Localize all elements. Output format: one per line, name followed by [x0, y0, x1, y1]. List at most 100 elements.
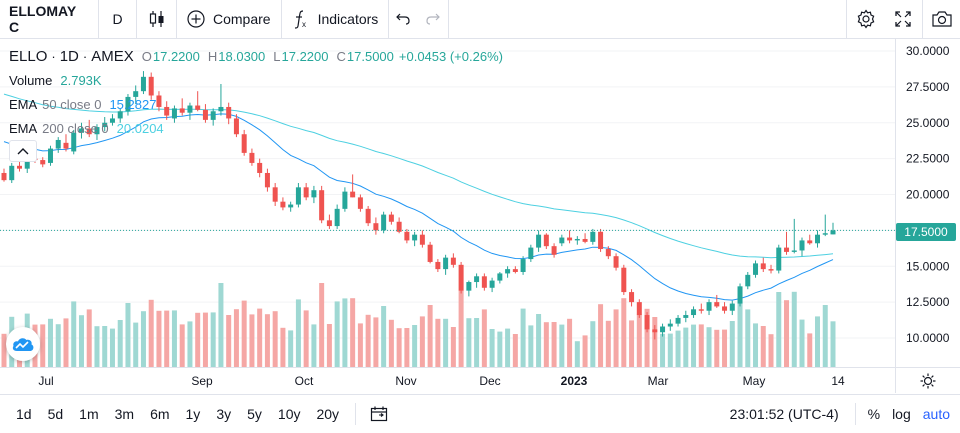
volume-bar	[373, 317, 379, 367]
range-button-3m[interactable]: 3m	[114, 406, 135, 422]
legend-ema200[interactable]: EMA 200 close 0 20.0204	[9, 117, 503, 141]
volume-bar	[381, 306, 387, 367]
price-tick-label: 30.0000	[906, 44, 950, 58]
volume-bar	[295, 299, 301, 367]
candle-body	[481, 276, 487, 288]
ema200-line	[3, 93, 834, 259]
close-value: 17.5000	[346, 49, 394, 64]
chart-style-button[interactable]	[137, 0, 177, 38]
price-axis[interactable]: 30.0000 27.5000 25.0000 22.5000 20.0000 15.00…	[906, 44, 950, 345]
candle-body	[667, 323, 673, 327]
candle-body	[156, 95, 162, 107]
range-button-3y[interactable]: 3y	[216, 406, 232, 422]
volume-bar	[629, 320, 635, 367]
symbol-search-button[interactable]: ELLOMAY C	[0, 0, 99, 38]
candle-body	[466, 282, 472, 291]
percent-toggle[interactable]: %	[867, 406, 881, 422]
candle-body	[698, 309, 704, 311]
candle-body	[799, 240, 805, 251]
range-button-20y[interactable]: 20y	[316, 406, 340, 422]
candle-body	[675, 317, 681, 324]
volume-bar	[536, 314, 542, 367]
axis-settings-button[interactable]	[895, 367, 960, 393]
range-button-1d[interactable]: 1d	[16, 406, 32, 422]
redo-button[interactable]	[417, 0, 450, 38]
gear-icon	[857, 9, 874, 29]
candle-body	[559, 237, 565, 244]
interval-label: D	[112, 11, 123, 27]
legend-volume[interactable]: Volume 2.793K	[9, 69, 503, 93]
volume-bar	[450, 327, 456, 367]
volume-bar	[179, 324, 185, 367]
candle-body	[272, 187, 278, 202]
range-button-1y[interactable]: 1y	[185, 406, 201, 422]
interval-button[interactable]: D	[99, 0, 137, 38]
low-value: 17.2200	[281, 49, 329, 64]
fullscreen-button[interactable]	[884, 0, 922, 38]
candle-body	[102, 122, 108, 128]
range-button-5y[interactable]: 5y	[247, 406, 262, 422]
candle-body	[528, 247, 534, 260]
compare-button[interactable]: Compare	[177, 0, 282, 38]
volume-bar	[497, 331, 503, 367]
volume-bar	[559, 324, 565, 367]
candle-body	[551, 246, 557, 255]
time-axis[interactable]: Jul Sep Oct Nov Dec 2023 Mar May 14	[0, 367, 895, 393]
undo-button[interactable]	[389, 0, 417, 38]
range-button-6m[interactable]: 6m	[150, 406, 170, 422]
price-tick-label: 20.0000	[906, 188, 950, 202]
legend-main: ELLO · 1D · AMEX O 17.2200 H 18.0300 L 17.2…	[9, 47, 503, 67]
candle-body	[474, 276, 480, 283]
price-tick-label: 12.5000	[906, 295, 950, 309]
candle-body	[334, 208, 340, 227]
ema200-name: EMA	[9, 121, 38, 136]
volume-bar	[698, 324, 704, 367]
fullscreen-icon	[895, 11, 911, 27]
goto-date-button[interactable]	[364, 400, 394, 428]
indicators-button[interactable]: x Indicators	[282, 0, 390, 38]
volume-bar	[94, 326, 100, 367]
log-toggle[interactable]: log	[892, 406, 911, 422]
volume-bar	[195, 312, 201, 367]
candle-body	[226, 106, 232, 119]
volume-bar	[342, 298, 348, 367]
candle-body	[78, 128, 84, 133]
candle-body	[164, 106, 170, 116]
legend-collapse-button[interactable]	[9, 140, 37, 162]
auto-toggle[interactable]: auto	[922, 406, 950, 422]
candle-body	[691, 309, 697, 316]
candle-body	[644, 315, 650, 330]
volume-bar	[396, 328, 402, 367]
candle-body	[745, 274, 751, 287]
volume-bar	[605, 320, 611, 367]
svg-text:x: x	[302, 20, 306, 29]
legend-ema50[interactable]: EMA 50 close 0 15.2827	[9, 93, 503, 117]
candle-body	[605, 249, 611, 257]
candle-body	[86, 128, 92, 135]
volume-bar	[574, 341, 580, 367]
volume-bar	[40, 324, 46, 367]
candle-body	[419, 234, 425, 245]
volume-bar	[551, 322, 557, 367]
range-button-5d[interactable]: 5d	[47, 406, 64, 422]
range-button-10y[interactable]: 10y	[277, 406, 301, 422]
price-chart[interactable]: 30.0000 27.5000 25.0000 22.5000 20.0000 15.00…	[0, 0, 960, 394]
logo-button[interactable]	[6, 327, 40, 361]
candle-body	[148, 76, 154, 96]
range-button-1m[interactable]: 1m	[79, 406, 99, 422]
candle-body	[629, 292, 635, 303]
volume-bar	[311, 324, 317, 367]
snapshot-button[interactable]	[922, 0, 960, 38]
clock-timezone[interactable]: 23:01:52 (UTC-4)	[730, 403, 856, 425]
candle-body	[536, 234, 542, 248]
volume-bar	[55, 324, 61, 367]
candle-body	[404, 231, 410, 241]
volume-bar	[210, 312, 216, 367]
legend: ELLO · 1D · AMEX O 17.2200 H 18.0300 L 17.2…	[9, 47, 503, 141]
settings-button[interactable]	[846, 0, 884, 38]
volume-bar	[760, 326, 766, 367]
close-key: C	[336, 49, 346, 64]
volume-bar	[613, 309, 619, 367]
chevron-up-icon	[17, 148, 29, 155]
candles-icon	[149, 11, 163, 27]
